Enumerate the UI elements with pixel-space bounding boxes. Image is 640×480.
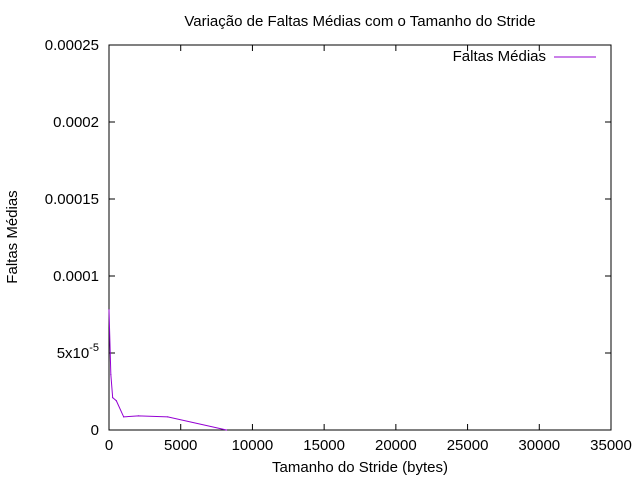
y-tick-label: 0.00025 (45, 37, 99, 54)
x-tick-label: 30000 (518, 437, 560, 454)
x-tick-label: 20000 (375, 437, 417, 454)
y-tick-label-exponent: -5 (89, 342, 99, 354)
y-tick-label-base: 5x10 (57, 345, 90, 362)
y-tick-label: 0.0002 (53, 114, 99, 131)
series-line-0 (108, 309, 227, 431)
data-point (225, 429, 228, 431)
y-tick-label: 0 (91, 422, 99, 439)
data-point (115, 400, 117, 402)
x-tick-label: 5000 (164, 437, 197, 454)
data-point (110, 373, 112, 376)
y-tick-label: 5x10-5 (57, 342, 99, 362)
y-tick-label-base: 0 (91, 422, 99, 439)
y-tick-label-base: 0.0001 (53, 268, 99, 285)
data-point (137, 415, 139, 417)
data-point (123, 416, 125, 418)
y-tick-label-base: 0.00025 (45, 37, 99, 54)
y-tick-label: 0.00015 (45, 191, 99, 208)
x-tick-label: 35000 (590, 437, 632, 454)
plot-frame (108, 44, 612, 431)
x-tick-label: 25000 (447, 437, 489, 454)
legend: Faltas Médias (453, 48, 596, 65)
x-tick-label: 0 (105, 437, 113, 454)
x-tick-label: 15000 (303, 437, 345, 454)
legend-label: Faltas Médias (453, 48, 546, 65)
axis-ticks: 0 5000 10000 15000 20000 25000 30000 35000 0 5x10… (45, 37, 632, 454)
data-point (108, 309, 110, 311)
x-tick-label: 10000 (232, 437, 274, 454)
chart-title: Variação de Faltas Médias com o Tamanho … (184, 13, 535, 30)
y-tick-label: 0.0001 (53, 268, 99, 285)
data-point (112, 397, 114, 399)
y-axis-label: Faltas Médias (4, 190, 21, 283)
data-point (167, 416, 169, 418)
series-layer (108, 309, 228, 431)
x-axis-label: Tamanho do Stride (bytes) (272, 459, 448, 476)
y-tick-label-base: 0.0002 (53, 114, 99, 131)
y-tick-label-base: 0.00015 (45, 191, 99, 208)
